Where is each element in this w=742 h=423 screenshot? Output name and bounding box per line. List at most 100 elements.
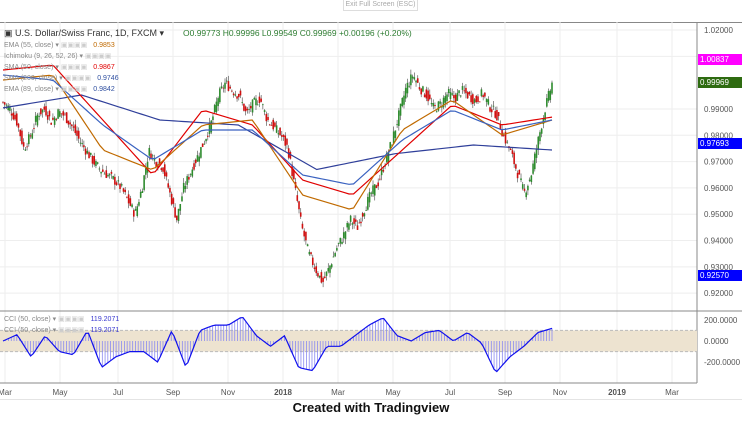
candle (45, 106, 47, 116)
candle (251, 99, 254, 113)
candle (410, 74, 412, 86)
candle (413, 77, 416, 80)
candle (139, 191, 142, 198)
exit-fullscreen-button[interactable]: Exit Full Screen (ESC) (343, 0, 418, 11)
candle (272, 119, 274, 130)
candle (41, 109, 44, 113)
price-tag: 1.00837 (698, 54, 742, 65)
candle (98, 168, 101, 170)
candle (81, 143, 83, 144)
candle (298, 201, 300, 210)
candle (127, 194, 130, 204)
ma-line (2, 74, 553, 210)
candle (442, 97, 445, 108)
candle (256, 104, 259, 106)
candle (138, 202, 140, 206)
candle (385, 152, 388, 163)
price-tag: 0.92570 (698, 270, 742, 281)
candle (21, 130, 23, 144)
candle (17, 123, 20, 128)
candle (96, 162, 99, 164)
candle (205, 139, 207, 142)
candle (170, 193, 173, 205)
symbol-title: ▣ U.S. Dollar/Swiss Franc, 1D, FXCM ▾ (4, 28, 165, 38)
candle (449, 92, 452, 99)
candle (77, 130, 80, 139)
candle (212, 116, 214, 121)
candle (406, 82, 409, 94)
candle (437, 101, 440, 111)
cci-legend[interactable]: CCI (50, close) ▾ ▣▣▣▣ 119.2071 (4, 327, 120, 334)
candle (348, 223, 350, 230)
indicator-controls-icon[interactable]: ▣▣▣▣ (60, 42, 88, 49)
candle (69, 122, 71, 125)
candle (311, 257, 314, 266)
indicator-legend[interactable]: EMA (55, close) ▾ ▣▣▣▣ 0.9853 (4, 42, 115, 49)
time-tick-label: Nov (221, 388, 235, 397)
candle (236, 96, 238, 99)
candle (396, 124, 398, 126)
candle (336, 248, 338, 251)
indicator-value: 0.9867 (93, 64, 115, 71)
candle (506, 141, 509, 143)
candle (103, 173, 106, 175)
candle (546, 98, 548, 107)
candle (150, 153, 152, 160)
candle (108, 174, 111, 176)
candle (33, 128, 35, 129)
candle (225, 80, 228, 82)
candle (229, 86, 231, 89)
candle (88, 152, 90, 159)
indicator-controls-icon[interactable]: ▣▣▣▣ (84, 53, 112, 60)
candle (224, 82, 226, 89)
indicator-legend[interactable]: SMA (200, close) ▾ ▣▣▣▣ 0.9746 (4, 75, 119, 82)
indicator-legend[interactable]: SMA (50, close) ▾ ▣▣▣▣ 0.9867 (4, 64, 115, 71)
candle (301, 223, 304, 229)
candle (117, 180, 120, 182)
indicator-value: 0.9842 (93, 86, 115, 93)
candle (305, 231, 307, 241)
candle (439, 101, 441, 104)
cci-legend[interactable]: CCI (50, close) ▾ ▣▣▣▣ 119.2071 (4, 316, 120, 323)
candle (277, 133, 280, 135)
indicator-controls-icon[interactable]: ▣▣▣▣ (60, 64, 88, 71)
indicator-controls-icon[interactable]: ▣▣▣▣ (58, 316, 85, 323)
candle (19, 129, 22, 137)
candle (217, 98, 219, 107)
candle (93, 156, 96, 165)
candle (239, 90, 242, 96)
candle (62, 111, 65, 116)
candle (372, 185, 374, 194)
candle (22, 142, 25, 147)
candle (177, 208, 180, 221)
candle (466, 92, 469, 99)
candle (339, 237, 342, 244)
candle (281, 135, 283, 137)
candle (434, 105, 436, 107)
candle (100, 171, 102, 174)
indicator-controls-icon[interactable]: ▣▣▣▣ (58, 327, 85, 334)
indicator-controls-icon[interactable]: ▣▣▣▣ (60, 86, 88, 93)
candle (279, 127, 281, 135)
indicator-legend[interactable]: Ichimoku (9, 26, 52, 26) ▾ ▣▣▣▣ (4, 53, 112, 60)
candle (196, 155, 199, 162)
candle (363, 213, 366, 217)
candle (34, 115, 37, 122)
candle (503, 135, 505, 136)
candle (143, 175, 145, 190)
candle (163, 164, 166, 177)
candle (5, 104, 8, 106)
candle (308, 251, 311, 255)
symbol-label: U.S. Dollar/Swiss Franc, 1D, FXCM (15, 28, 158, 38)
indicator-controls-icon[interactable]: ▣▣▣▣ (64, 75, 92, 82)
price-tick-label: 0.98000 (704, 131, 733, 140)
candle (411, 76, 414, 79)
candle (67, 120, 70, 125)
candle (404, 87, 407, 99)
time-tick-label: Jul (445, 388, 455, 397)
indicator-legend[interactable]: EMA (89, close) ▾ ▣▣▣▣ 0.9842 (4, 86, 115, 93)
candle (64, 113, 66, 115)
candle (389, 142, 392, 149)
candle (332, 256, 335, 258)
